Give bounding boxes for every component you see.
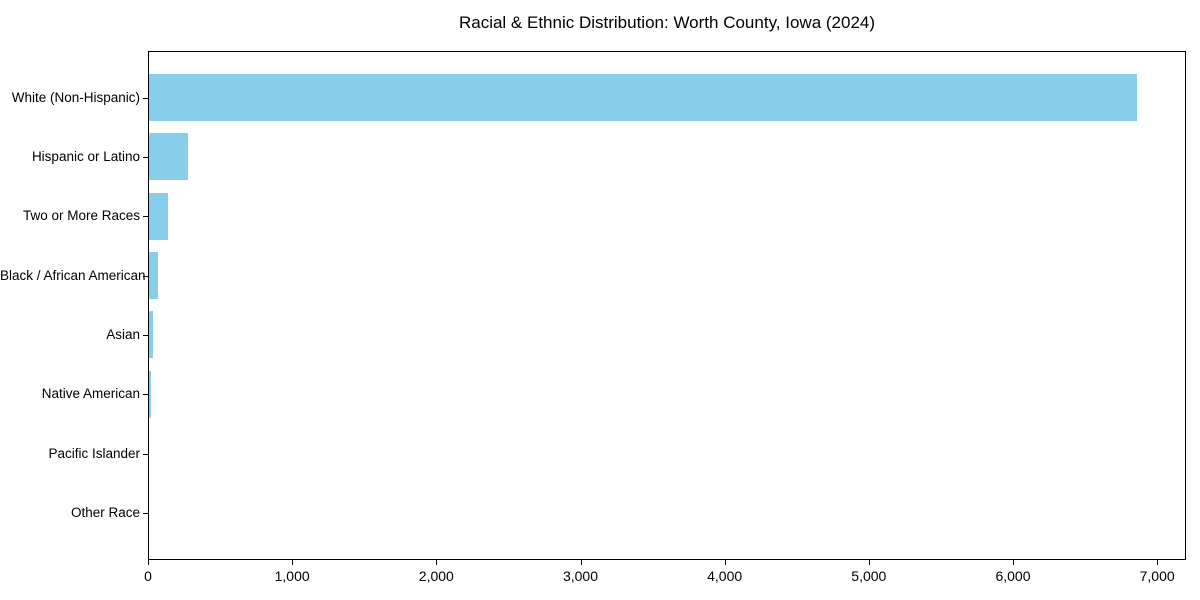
y-tick-mark bbox=[143, 275, 148, 277]
x-tick-mark bbox=[1013, 560, 1014, 565]
y-tick-label: Pacific Islander bbox=[48, 445, 140, 461]
y-tick-mark bbox=[143, 513, 148, 515]
plot-area bbox=[148, 51, 1186, 560]
bar bbox=[149, 133, 188, 181]
bar bbox=[149, 192, 168, 240]
x-tick-mark bbox=[292, 560, 294, 565]
bar bbox=[149, 370, 151, 418]
x-tick-label: 7,000 bbox=[1139, 568, 1175, 584]
y-tick-label: Native American bbox=[41, 386, 140, 402]
y-tick-mark bbox=[143, 394, 148, 396]
y-tick-label: Hispanic or Latino bbox=[31, 148, 140, 164]
y-tick-mark bbox=[143, 156, 148, 158]
chart-title: Racial & Ethnic Distribution: Worth Coun… bbox=[458, 13, 876, 32]
y-tick-mark bbox=[143, 97, 148, 99]
y-tick-mark bbox=[143, 216, 148, 218]
y-tick-mark bbox=[143, 453, 148, 455]
x-tick-label: 2,000 bbox=[418, 568, 454, 584]
x-tick-mark bbox=[580, 560, 582, 565]
bar bbox=[149, 252, 159, 300]
y-tick-label: Asian bbox=[106, 326, 140, 342]
bar bbox=[149, 74, 1138, 121]
x-tick-mark bbox=[724, 560, 726, 565]
x-tick-mark bbox=[148, 560, 149, 565]
x-tick-label: 5,000 bbox=[851, 568, 887, 584]
x-tick-label: 1,000 bbox=[274, 568, 310, 584]
x-tick-mark bbox=[436, 560, 438, 565]
y-tick-mark bbox=[143, 334, 148, 336]
y-tick-label: Two or More Races bbox=[22, 208, 140, 224]
y-tick-label: White (Non-Hispanic) bbox=[11, 89, 140, 105]
x-tick-label: 3,000 bbox=[562, 568, 599, 584]
x-tick-mark bbox=[1157, 560, 1159, 565]
x-tick-label: 4,000 bbox=[707, 568, 743, 584]
x-tick-label: 6,000 bbox=[995, 568, 1031, 584]
y-tick-label: Black / African American bbox=[0, 267, 146, 283]
bar bbox=[149, 311, 154, 359]
x-tick-label: 0 bbox=[144, 568, 152, 584]
y-tick-label: Other Race bbox=[70, 505, 140, 521]
x-tick-mark bbox=[868, 560, 870, 565]
